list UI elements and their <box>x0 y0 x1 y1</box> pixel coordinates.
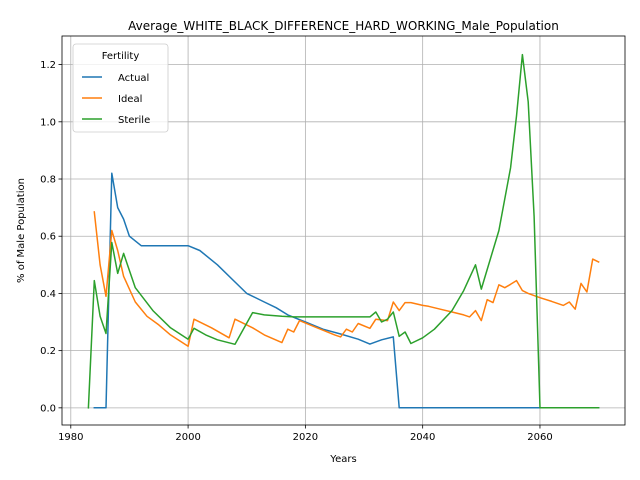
legend-title: Fertility <box>102 51 140 62</box>
y-axis-label: % of Male Population <box>16 178 27 283</box>
x-tick-label: 2040 <box>410 432 435 443</box>
legend-label-sterile: Sterile <box>118 115 150 126</box>
x-axis: 1980 2000 2020 2040 2060 <box>58 425 553 443</box>
y-tick-label: 0.4 <box>40 289 56 300</box>
y-tick-label: 1.0 <box>40 117 56 128</box>
legend-label-actual: Actual <box>118 73 149 84</box>
series-line-sterile <box>87 53 600 409</box>
y-axis: 0.0 0.2 0.4 0.6 0.8 1.0 1.2 <box>40 60 62 414</box>
x-axis-label: Years <box>329 454 356 465</box>
legend-box <box>72 43 169 133</box>
y-tick-label: 0.2 <box>40 346 56 357</box>
grid <box>62 36 625 425</box>
y-tick-label: 1.2 <box>40 60 56 71</box>
y-tick-label: 0.8 <box>40 175 56 186</box>
x-tick-label: 2000 <box>175 432 200 443</box>
x-tick-label: 2020 <box>293 432 318 443</box>
series-line-ideal <box>93 211 600 348</box>
series-layer <box>87 53 600 409</box>
legend: Fertility Actual Ideal Sterile <box>72 43 169 133</box>
chart-title: Average_WHITE_BLACK_DIFFERENCE_HARD_WORK… <box>128 19 559 33</box>
series-line-actual <box>93 172 600 409</box>
y-tick-label: 0.6 <box>40 232 56 243</box>
y-tick-label: 0.0 <box>40 403 56 414</box>
plot-frame <box>61 35 626 426</box>
x-tick-label: 1980 <box>58 432 83 443</box>
legend-label-ideal: Ideal <box>118 94 142 105</box>
x-tick-label: 2060 <box>527 432 552 443</box>
